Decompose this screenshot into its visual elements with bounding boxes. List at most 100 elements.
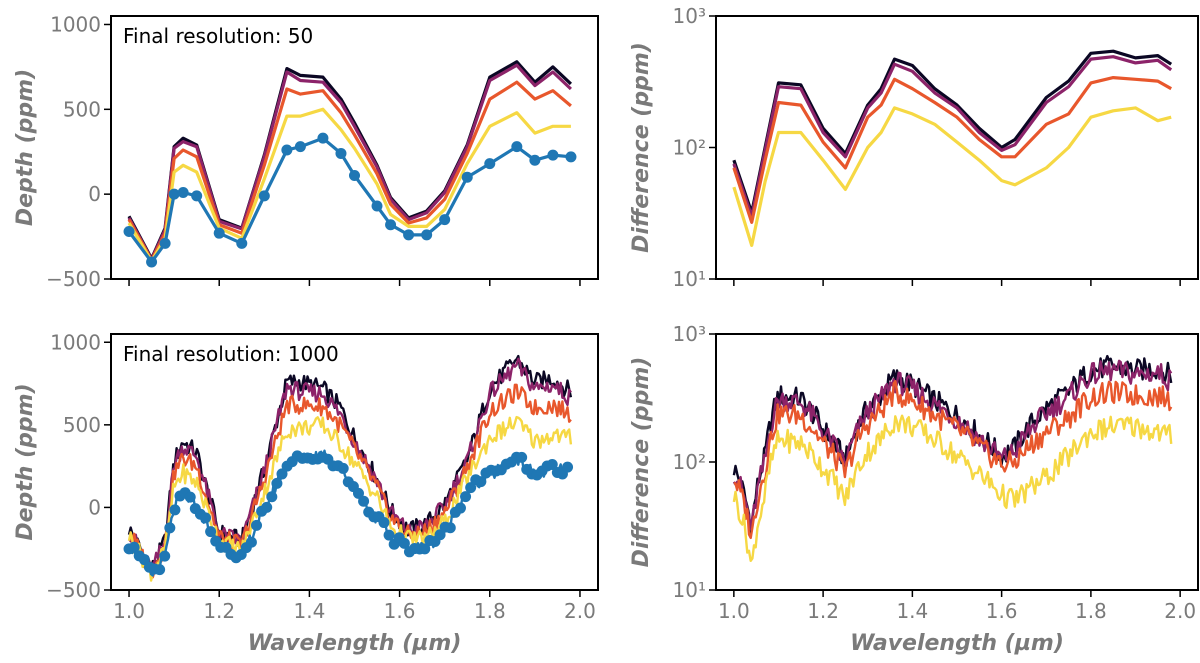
data-point-258 bbox=[562, 461, 574, 473]
data-point-24 bbox=[164, 522, 176, 534]
x-tick-label: 1.2 bbox=[807, 599, 839, 623]
panel-title: Final resolution: 50 bbox=[123, 24, 313, 48]
y-tick-label: 10¹ bbox=[673, 267, 706, 291]
data-point-72 bbox=[245, 536, 257, 548]
data-point-87 bbox=[271, 477, 283, 489]
x-tick-label: 2.0 bbox=[1164, 599, 1196, 623]
series-line-model-2 bbox=[127, 63, 572, 262]
data-point-6 bbox=[213, 227, 225, 239]
x-tick-label: 1.8 bbox=[474, 599, 506, 623]
data-point-27 bbox=[169, 504, 181, 516]
series-line-model-3 bbox=[127, 80, 572, 262]
x-tick-label: 1.6 bbox=[384, 599, 416, 623]
data-point-3 bbox=[128, 541, 140, 553]
series-line-model-2 bbox=[732, 55, 1173, 218]
data-point-17 bbox=[421, 229, 433, 241]
data-point-189 bbox=[444, 522, 456, 534]
series-line-model-2 bbox=[128, 357, 572, 577]
data-point-90 bbox=[276, 468, 288, 480]
data-point-8 bbox=[258, 190, 270, 202]
data-point-22 bbox=[529, 154, 541, 166]
plot-area bbox=[732, 49, 1173, 247]
y-tick-label: 0 bbox=[88, 182, 101, 206]
y-axis-label: Difference (ppm) bbox=[629, 42, 654, 253]
data-point-201 bbox=[465, 482, 477, 494]
y-tick-label: 500 bbox=[63, 97, 101, 121]
panel-bottom-right: 1.0 1.2 1.4 1.6 1.8 2.0 10¹ 10² 10³ Difference (p… bbox=[629, 322, 1199, 656]
data-point-5 bbox=[191, 190, 203, 202]
data-point-249 bbox=[546, 458, 558, 470]
plot-area bbox=[732, 354, 1173, 562]
data-point-198 bbox=[460, 491, 472, 503]
panel-top-left: −500 0 500 1000 Depth (ppm) Final resolution:… bbox=[13, 12, 599, 291]
data-point-138 bbox=[358, 495, 370, 507]
data-point-45 bbox=[200, 512, 212, 524]
data-point-21 bbox=[159, 550, 171, 562]
x-tick-label: 1.4 bbox=[294, 599, 326, 623]
series-line-model-3 bbox=[732, 76, 1172, 224]
axes-frame bbox=[110, 333, 599, 591]
y-tick-label: 0 bbox=[88, 495, 101, 519]
data-point-162 bbox=[398, 537, 410, 549]
data-point-9 bbox=[281, 144, 293, 156]
data-point-231 bbox=[516, 451, 528, 463]
x-axis-label: Wavelength (µm) bbox=[248, 631, 462, 656]
data-point-7 bbox=[236, 237, 248, 249]
data-point-21 bbox=[511, 141, 523, 153]
data-point-11 bbox=[317, 132, 329, 144]
y-tick-label: 10³ bbox=[673, 4, 706, 28]
data-point-20 bbox=[484, 158, 496, 170]
data-point-75 bbox=[251, 519, 263, 531]
data-point-24 bbox=[565, 151, 577, 163]
data-point-135 bbox=[352, 487, 364, 499]
data-point-48 bbox=[205, 526, 217, 538]
plot-area bbox=[123, 354, 574, 582]
y-tick-label: 10³ bbox=[673, 322, 706, 346]
series-line-model-3 bbox=[128, 383, 572, 579]
data-point-150 bbox=[378, 517, 390, 529]
y-tick-label: −500 bbox=[46, 578, 101, 602]
y-tick-label: 500 bbox=[63, 413, 101, 437]
data-point-19 bbox=[461, 171, 473, 183]
y-tick-label: 10¹ bbox=[673, 578, 706, 602]
data-point-153 bbox=[383, 529, 395, 541]
data-point-1 bbox=[146, 256, 158, 268]
panel-bottom-left: 1.0 1.2 1.4 1.6 1.8 2.0 −500 0 500 1000 Depth (ppm… bbox=[13, 330, 599, 656]
y-tick-label: 1000 bbox=[50, 12, 101, 36]
axes-frame bbox=[110, 15, 599, 280]
data-point-4 bbox=[177, 186, 189, 198]
panel-top-right: 10¹ 10² 10³ Difference (ppm) bbox=[629, 4, 1199, 291]
data-point-2 bbox=[159, 237, 171, 249]
data-point-174 bbox=[419, 543, 431, 555]
series-line-model-4 bbox=[127, 415, 573, 582]
data-point-14 bbox=[371, 200, 383, 212]
y-tick-label: 10² bbox=[673, 450, 706, 474]
data-point-0 bbox=[123, 225, 135, 237]
y-tick-label: 10² bbox=[673, 136, 706, 160]
data-point-207 bbox=[475, 476, 487, 488]
x-tick-label: 1.0 bbox=[718, 599, 750, 623]
series-line-model-4 bbox=[732, 414, 1173, 562]
data-point-84 bbox=[266, 491, 278, 503]
data-point-195 bbox=[454, 502, 466, 514]
x-tick-label: 1.2 bbox=[203, 599, 235, 623]
x-tick-label: 1.8 bbox=[1075, 599, 1107, 623]
data-point-10 bbox=[294, 141, 306, 153]
series-line-model-1 bbox=[127, 60, 572, 261]
data-point-18 bbox=[154, 564, 166, 576]
y-tick-label: 1000 bbox=[50, 330, 101, 354]
y-axis-label: Depth (ppm) bbox=[13, 383, 38, 540]
series-line-model-2 bbox=[732, 359, 1173, 531]
data-point-18 bbox=[439, 214, 451, 226]
series-line-model-1 bbox=[732, 49, 1173, 215]
y-axis-label: Difference (ppm) bbox=[629, 357, 654, 568]
x-tick-label: 1.4 bbox=[896, 599, 928, 623]
data-point-81 bbox=[261, 501, 273, 513]
data-point-15 bbox=[385, 219, 397, 231]
x-axis-label: Wavelength (µm) bbox=[850, 631, 1064, 656]
data-point-13 bbox=[349, 169, 360, 181]
panel-title: Final resolution: 1000 bbox=[123, 342, 339, 366]
plot-area bbox=[123, 60, 577, 268]
x-tick-label: 2.0 bbox=[564, 599, 596, 623]
